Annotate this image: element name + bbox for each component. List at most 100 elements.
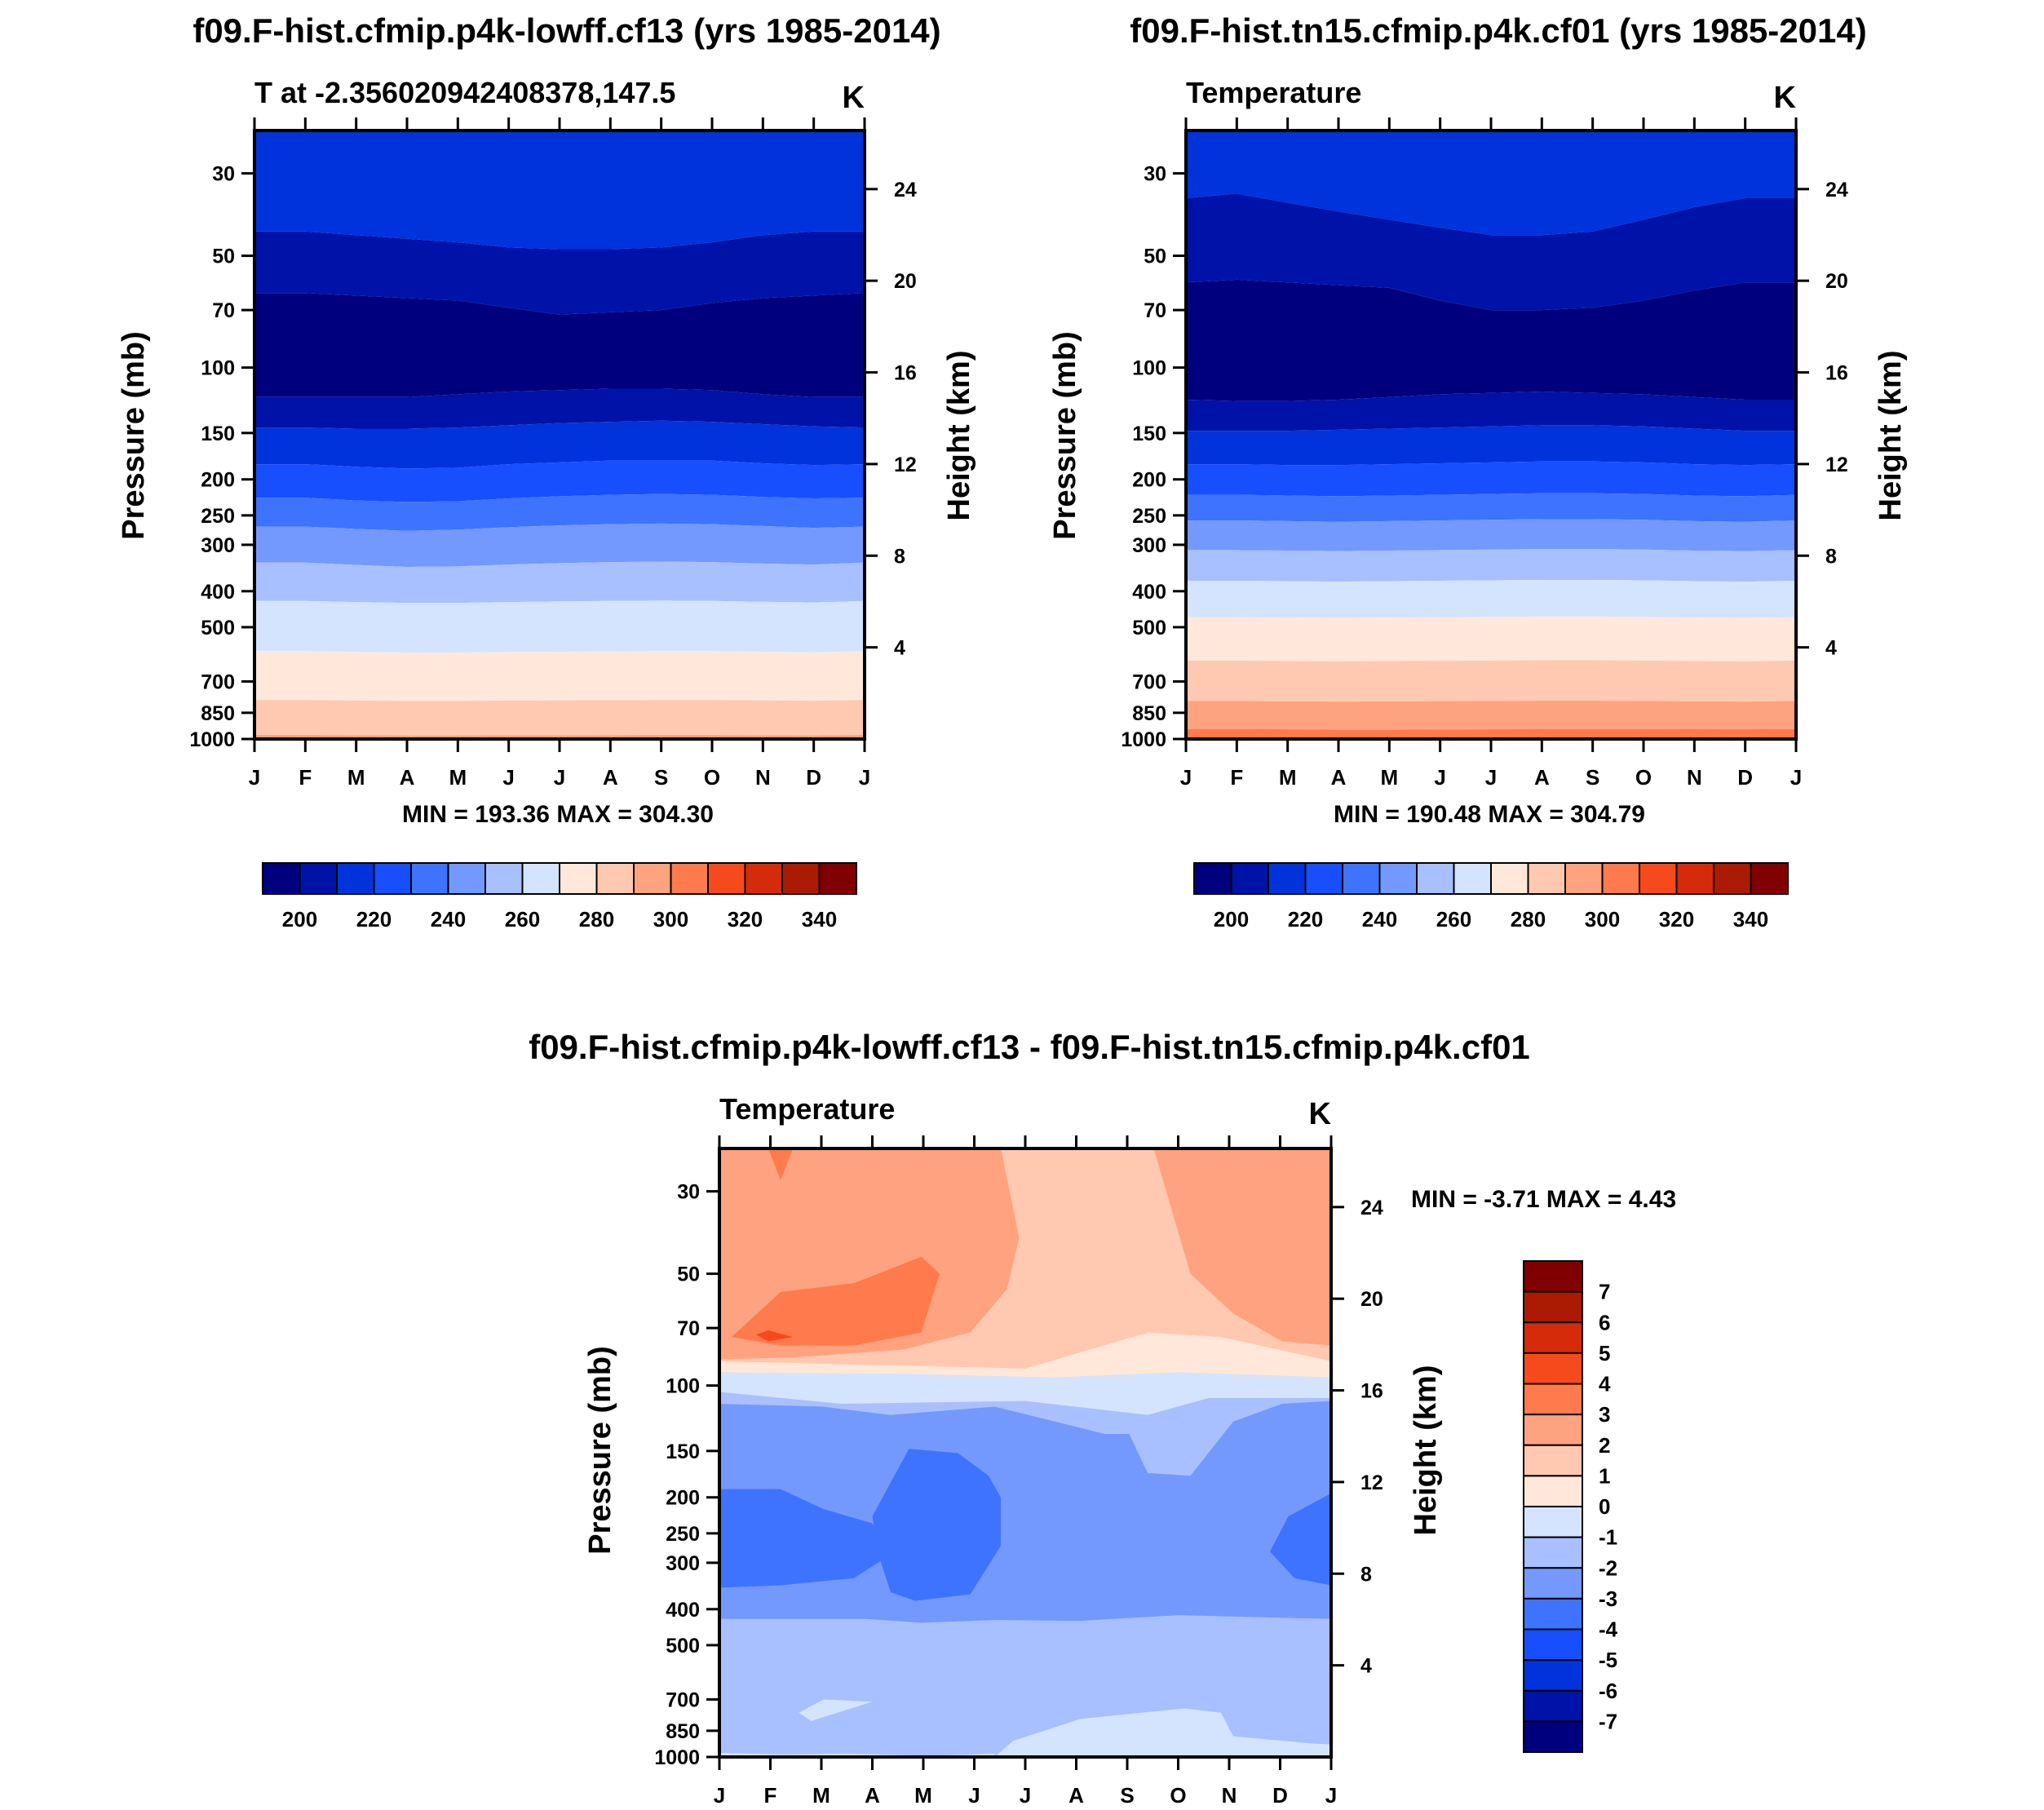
panel1-plot-area: J F M A M J J A S O N D J 30 50 70 100 150 200 250 300 400 500…	[189, 117, 917, 790]
y-tick-label: 500	[666, 1635, 700, 1657]
x-tick-label: J	[714, 1783, 725, 1808]
y-tick-right-label: 24	[894, 179, 917, 201]
panel1-ylabel: Pressure (mb)	[117, 331, 151, 540]
colorbar-label: 2	[1599, 1433, 1610, 1458]
colorbar-box	[1564, 862, 1604, 895]
y-tick-label: 1000	[654, 1746, 700, 1769]
y-tick-label: 250	[1132, 505, 1166, 528]
x-tick-label: J	[1020, 1783, 1031, 1808]
colorbar-box	[1601, 862, 1640, 895]
contour-band	[719, 1372, 1331, 1415]
contour-band	[1186, 728, 1796, 739]
y-tick-label: 100	[666, 1375, 700, 1398]
contour-band	[1186, 193, 1796, 311]
colorbar-label: 280	[579, 907, 614, 932]
contour-band	[872, 1449, 1001, 1601]
contour-band	[719, 1489, 891, 1588]
panel2-ylabel-right: Height (km)	[1874, 351, 1908, 521]
contour-band	[719, 1401, 1331, 1623]
y-tick-label: 850	[201, 702, 235, 725]
colorbar-box	[1193, 862, 1232, 895]
x-tick-label: J	[1325, 1783, 1337, 1808]
colorbar-label: 7	[1599, 1280, 1610, 1304]
colorbar-box	[1523, 1260, 1583, 1293]
contour-band	[799, 1699, 873, 1721]
y-tick-label: 150	[201, 423, 235, 445]
panel2-subtitle: Temperature	[1186, 76, 1361, 109]
x-tick-label: M	[1380, 765, 1398, 790]
contour-band	[254, 420, 865, 469]
colorbar-box	[1523, 1720, 1583, 1753]
colorbar-box	[1675, 862, 1714, 895]
colorbar-box	[1523, 1475, 1583, 1507]
contour-band	[1186, 579, 1796, 618]
y-tick-label: 50	[212, 246, 235, 268]
colorbar-box	[1453, 862, 1492, 895]
colorbar-box	[1523, 1444, 1583, 1477]
colorbar-box	[1268, 862, 1307, 895]
colorbar-label: 4	[1599, 1372, 1611, 1396]
contour-band	[1186, 519, 1796, 551]
x-tick-label: D	[1272, 1783, 1288, 1808]
y-tick-label: 70	[1144, 299, 1166, 322]
x-tick-label: N	[1222, 1783, 1237, 1808]
y-tick-right-label: 12	[894, 454, 917, 476]
x-tick-label: M	[914, 1783, 932, 1808]
x-tick-label: F	[299, 765, 312, 790]
y-tick-label: 150	[1132, 423, 1166, 445]
y-tick-right-label: 24	[1825, 179, 1848, 201]
y-tick-right-label: 12	[1825, 454, 1848, 476]
y-tick-label: 200	[666, 1487, 700, 1510]
colorbar-box	[1523, 1352, 1583, 1385]
panel2-stats: MIN = 190.48 MAX = 304.79	[1334, 801, 1645, 828]
colorbar-box	[521, 862, 560, 895]
colorbar-label: 260	[505, 907, 540, 932]
y-tick-right-label: 8	[894, 545, 905, 568]
x-tick-label: D	[1737, 765, 1753, 790]
contour-band	[994, 1708, 1331, 1757]
colorbar-box	[559, 862, 598, 895]
y-tick-label: 200	[1132, 469, 1166, 492]
x-tick-label: F	[1230, 765, 1243, 790]
x-tick-label: J	[502, 765, 514, 790]
panel2-units: K	[1774, 81, 1797, 115]
colorbar-box	[1523, 1290, 1583, 1324]
y-tick-right-label: 8	[1360, 1563, 1372, 1586]
panel1-stats: MIN = 193.36 MAX = 304.30	[402, 801, 714, 828]
colorbar-box	[262, 862, 301, 895]
colorbar-box	[1416, 862, 1455, 895]
x-tick-label: A	[1068, 1783, 1084, 1808]
colorbar-box	[1713, 862, 1752, 895]
colorbar-box	[336, 862, 375, 895]
y-tick-label: 700	[1132, 670, 1166, 693]
y-tick-label: 100	[1132, 357, 1166, 380]
contour-band	[254, 231, 865, 315]
x-tick-label: A	[603, 765, 618, 790]
y-tick-label: 200	[201, 469, 235, 492]
contour-band	[254, 700, 865, 736]
x-tick-label: D	[806, 765, 821, 790]
x-tick-label: J	[1434, 765, 1445, 790]
colorbar-label: 200	[282, 907, 317, 932]
x-tick-label: J	[1485, 765, 1497, 790]
colorbar-box	[781, 862, 821, 895]
colorbar-box	[1523, 1321, 1583, 1354]
colorbar-box	[1378, 862, 1418, 895]
y-tick-label: 400	[666, 1599, 700, 1622]
y-tick-label: 700	[666, 1688, 700, 1711]
colorbar-box	[707, 862, 746, 895]
colorbar-label: 0	[1599, 1494, 1610, 1519]
colorbar-label: 340	[1733, 907, 1768, 932]
colorbar-box	[1523, 1567, 1583, 1600]
colorbar-box	[1523, 1597, 1583, 1631]
y-tick-label: 50	[1144, 246, 1166, 268]
y-tick-label: 300	[201, 534, 235, 557]
y-tick-label: 700	[201, 670, 235, 693]
colorbar-label: -5	[1599, 1648, 1617, 1672]
colorbar-label: -7	[1599, 1709, 1617, 1733]
x-tick-label: J	[249, 765, 260, 790]
contour-band	[1186, 549, 1796, 582]
x-tick-label: F	[764, 1783, 777, 1808]
x-tick-label: J	[1180, 765, 1192, 790]
